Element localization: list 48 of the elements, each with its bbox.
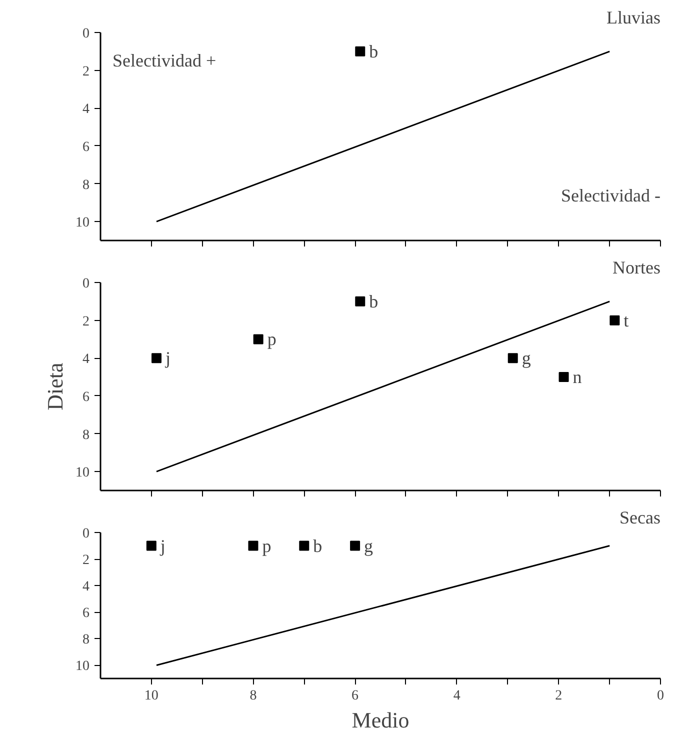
y-tick-label: 8	[82, 178, 90, 193]
annotation: Selectividad -	[561, 186, 661, 206]
chart-title: Secas	[620, 508, 660, 528]
point	[558, 372, 569, 382]
y-tick-label: 10	[76, 659, 90, 674]
y-tick-label: 2	[82, 314, 90, 330]
x-axis-title: Medio	[352, 708, 410, 732]
y-tick-label: 8	[82, 428, 90, 443]
annotation: t	[624, 310, 629, 330]
annotation: b	[313, 536, 322, 556]
point	[508, 353, 518, 364]
y-tick-label: 6	[82, 390, 90, 405]
x-tick-label: 0	[657, 688, 664, 704]
y-tick-label: 10	[76, 466, 90, 481]
x-tick-label: 4	[453, 688, 460, 704]
chart-title: Nortes	[612, 258, 661, 278]
x-tick-label: 10	[144, 688, 158, 704]
y-tick-label: 8	[82, 632, 90, 648]
x-tick-label: 6	[352, 688, 359, 704]
annotation: j	[159, 536, 166, 556]
annotation: g	[522, 348, 531, 368]
y-tick-label: 4	[82, 352, 90, 368]
annotation: b	[369, 291, 378, 312]
y-tick-label: 6	[82, 140, 90, 155]
y-tick-label: 6	[82, 606, 90, 622]
y-tick-label: 0	[82, 26, 90, 42]
annotation: p	[267, 329, 276, 350]
y-tick-label: 10	[76, 216, 90, 231]
annotation: g	[364, 536, 374, 556]
chart-title: Lluvias	[606, 8, 661, 28]
x-tick-label: 2	[555, 688, 562, 704]
point	[610, 315, 620, 326]
annotation: b	[369, 41, 378, 62]
y-tick-label: 2	[82, 64, 90, 80]
y-tick-label: 4	[82, 102, 90, 118]
x-tick-label: 8	[250, 688, 257, 704]
annotation: j	[164, 348, 171, 368]
y-axis-title: Dieta	[42, 362, 68, 410]
point	[253, 334, 264, 344]
y-tick-label: 4	[82, 580, 90, 595]
point	[152, 353, 162, 364]
point	[355, 296, 366, 306]
annotation: n	[572, 367, 582, 388]
y-tick-label: 0	[82, 276, 90, 292]
y-tick-label: 2	[82, 553, 90, 568]
y-tick-label: 0	[82, 526, 90, 542]
annotation: p	[262, 536, 272, 556]
annotation: Selectividad +	[112, 50, 216, 70]
